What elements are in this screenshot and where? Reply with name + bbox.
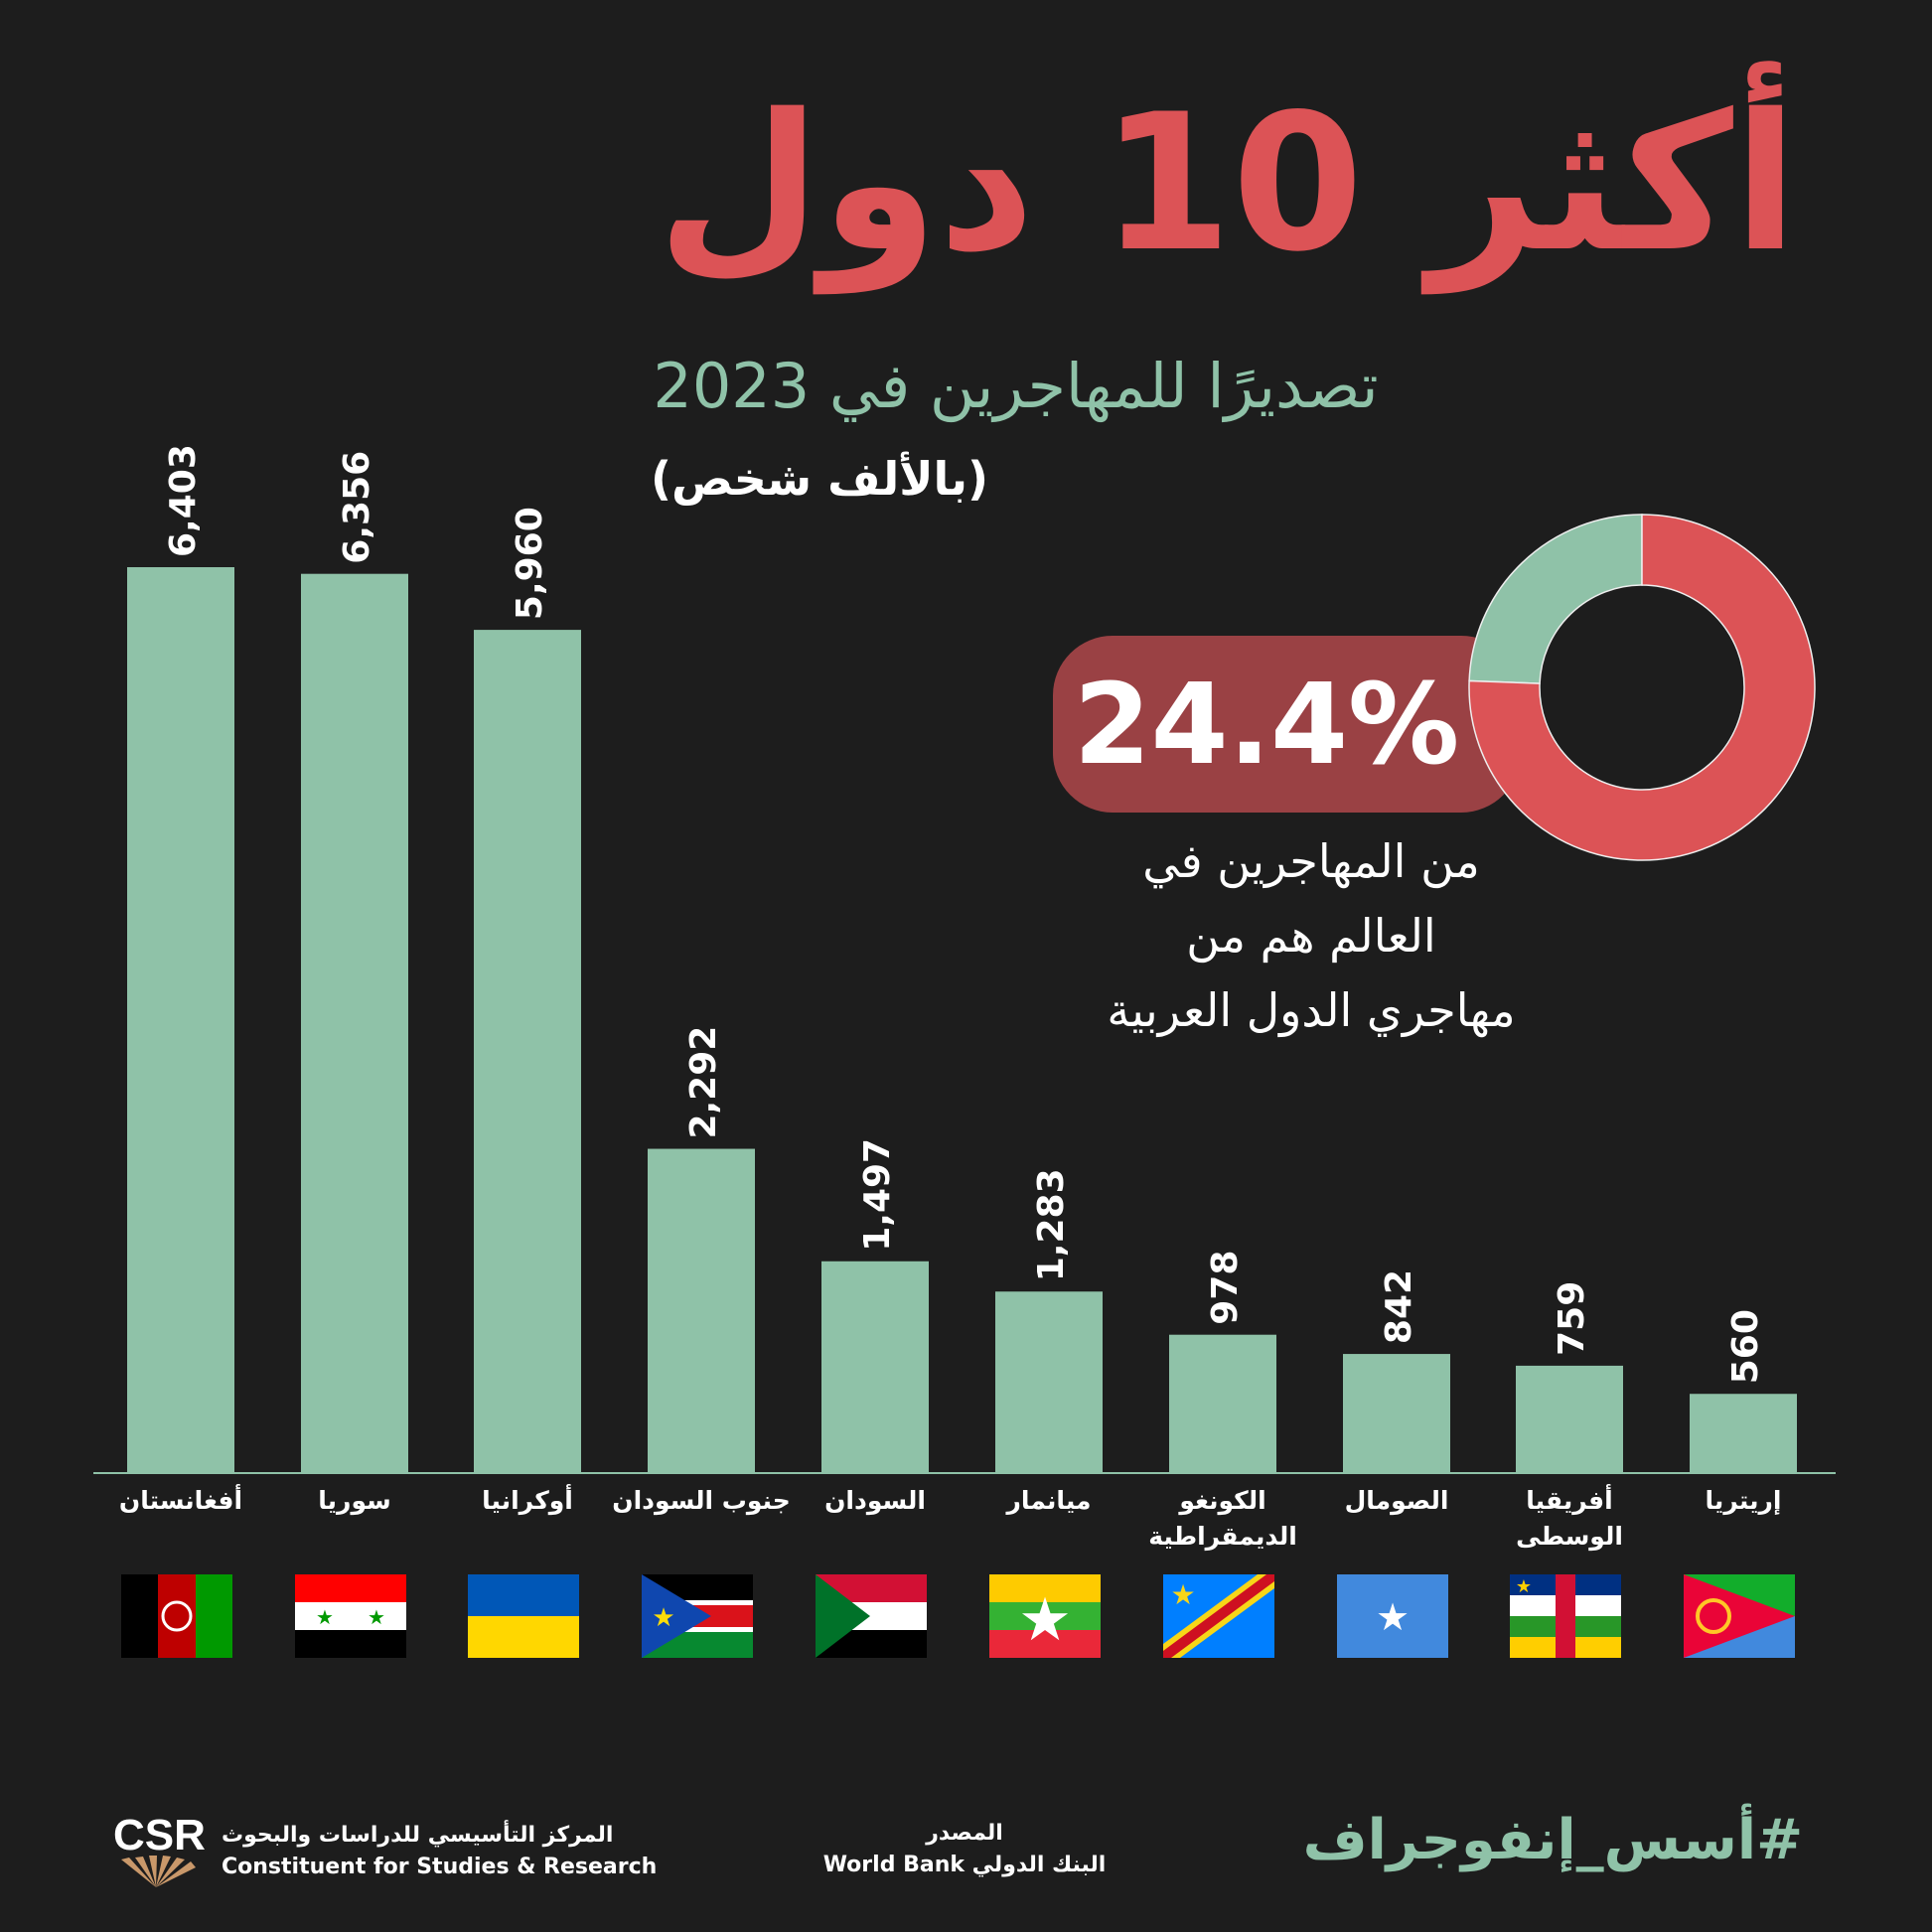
ukraine-flag <box>468 1574 579 1658</box>
afghanistan-flag <box>121 1574 232 1658</box>
source: المصدر البنك الدولي World Bank <box>816 1818 1114 1881</box>
svg-text:★: ★ <box>1516 1576 1532 1597</box>
sudan-flag <box>816 1574 927 1658</box>
category-label: السودان <box>824 1486 926 1515</box>
svg-text:★: ★ <box>1018 1585 1072 1655</box>
hashtag: #أسس_إنفوجراف <box>1302 1808 1803 1872</box>
category-label: جنوب السودان <box>612 1486 791 1515</box>
value-label: 978 <box>1205 1251 1246 1325</box>
value-label: 6,403 <box>163 444 204 557</box>
bar <box>301 573 408 1473</box>
category-label: ميانمار <box>1006 1486 1092 1515</box>
subtitle: تصديرًا للمهاجرين في 2023 <box>653 350 1379 422</box>
myanmar-flag: ★ <box>989 1574 1101 1658</box>
organization: المركز التأسيسي للدراسات والبحوث Constit… <box>222 1820 657 1883</box>
value-label: 2,292 <box>683 1026 724 1139</box>
page-title: أكثر 10 دول <box>657 74 1798 293</box>
category-label: أفريقيا الوسطى <box>1516 1486 1623 1551</box>
category-label: الصومال <box>1344 1486 1449 1515</box>
note-line: مهاجري الدول العربية <box>1107 983 1516 1037</box>
bar <box>1343 1354 1450 1473</box>
org-name-ar: المركز التأسيسي للدراسات والبحوث <box>222 1823 614 1848</box>
bar <box>821 1261 929 1473</box>
svg-text:★: ★ <box>1170 1578 1195 1611</box>
bar <box>127 567 234 1473</box>
svg-text:★: ★ <box>652 1603 674 1633</box>
logo-rays-icon <box>121 1856 196 1887</box>
somalia-flag: ★ <box>1337 1574 1448 1658</box>
highlight-note: من المهاجرين في العالم هم من مهاجري الدو… <box>1013 824 1609 1048</box>
bar <box>1690 1394 1797 1473</box>
donut-slice <box>1468 514 1643 684</box>
unit-note: (بالألف شخص) <box>651 452 989 506</box>
value-label: 759 <box>1552 1281 1592 1356</box>
highlight-pill <box>1053 636 1521 813</box>
category-label: أفغانستان <box>118 1486 243 1515</box>
dr-congo-flag: ★ <box>1163 1574 1274 1658</box>
note-line: من المهاجرين في <box>1142 834 1480 888</box>
svg-text:★: ★ <box>316 1605 334 1629</box>
source-label: المصدر <box>926 1821 1003 1846</box>
category-label: سوريا <box>318 1486 391 1515</box>
category-label: أوكرانيا <box>482 1486 573 1515</box>
csr-logo: CSR <box>113 1811 206 1887</box>
bar <box>1516 1365 1623 1473</box>
eritrea-flag <box>1684 1574 1795 1658</box>
value-label: 6,356 <box>337 451 377 564</box>
logo-text: CSR <box>113 1811 206 1859</box>
south-sudan-flag: ★ <box>642 1574 753 1658</box>
highlight-value: 24.4% <box>1073 661 1460 790</box>
bar <box>995 1291 1103 1473</box>
source-name: البنك الدولي World Bank <box>822 1853 1107 1877</box>
svg-text:★: ★ <box>1376 1595 1410 1639</box>
syria-flag: ★ ★ <box>295 1574 406 1658</box>
category-label: الكونغو الديمقراطية <box>1148 1486 1297 1551</box>
value-label: 842 <box>1379 1269 1419 1344</box>
note-line: العالم هم من <box>1186 909 1436 963</box>
bar <box>1169 1334 1276 1473</box>
value-label: 5,960 <box>510 507 550 620</box>
central-african-republic-flag: ★ <box>1510 1574 1621 1658</box>
category-label: إريتريا <box>1705 1486 1782 1515</box>
bar <box>474 630 581 1473</box>
bar <box>648 1148 755 1473</box>
svg-text:★: ★ <box>368 1605 385 1629</box>
value-label: 1,283 <box>1031 1168 1072 1281</box>
value-label: 560 <box>1725 1309 1766 1384</box>
donut-slice <box>1468 514 1816 861</box>
value-label: 1,497 <box>857 1138 898 1252</box>
org-name-en: Constituent for Studies & Research <box>222 1855 658 1879</box>
